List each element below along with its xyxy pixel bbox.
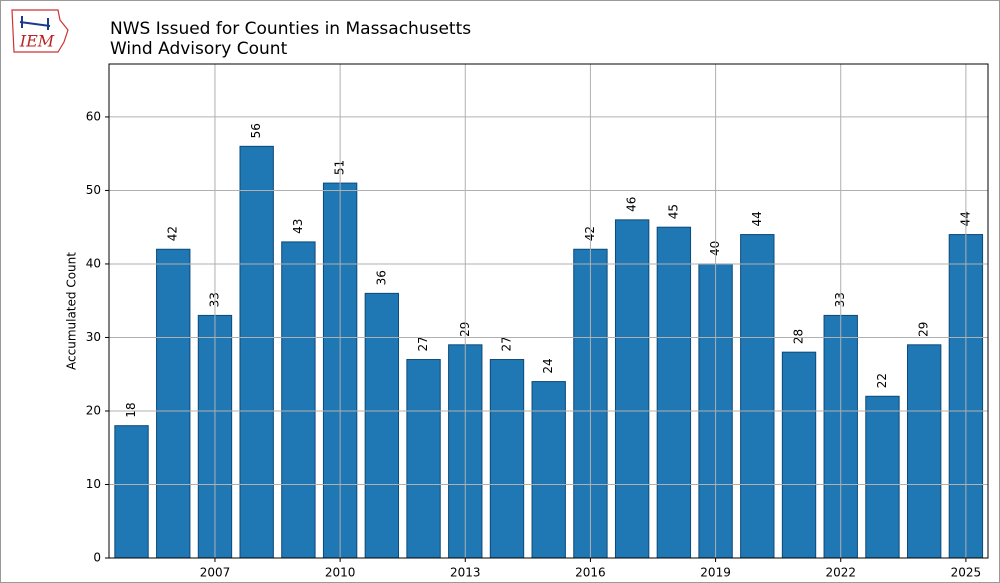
x-tick-label: 2007 [200, 566, 231, 580]
data-label: 27 [499, 336, 513, 351]
y-tick-label: 40 [86, 256, 101, 270]
chart-title: NWS Issued for Counties in Massachusetts [110, 19, 471, 39]
y-tick-label: 60 [86, 109, 101, 123]
bar [239, 145, 274, 559]
data-label: 24 [541, 358, 555, 373]
bar [531, 381, 566, 559]
bar [906, 344, 942, 559]
bar [740, 234, 775, 559]
bar [114, 425, 149, 559]
bar [156, 248, 191, 559]
y-tick-label: 20 [86, 403, 101, 417]
x-tick-label: 2013 [450, 566, 481, 580]
data-label: 29 [917, 322, 931, 337]
bar [614, 219, 650, 559]
y-tick-label: 10 [86, 477, 101, 491]
bar [364, 292, 400, 559]
data-label: 27 [416, 336, 430, 351]
x-tick-label: 2010 [325, 566, 356, 580]
y-tick-label: 0 [93, 551, 101, 565]
data-label: 22 [875, 373, 889, 388]
data-label: 43 [291, 219, 305, 234]
x-tick-label: 2025 [951, 566, 982, 580]
logo-text: IEM [19, 32, 55, 51]
data-label: 44 [750, 211, 764, 226]
x-tick-label: 2022 [825, 566, 856, 580]
y-axis-label: Accumulated Count [65, 252, 79, 370]
chart-subtitle: Wind Advisory Count [110, 39, 288, 59]
data-label: 46 [625, 197, 639, 212]
data-label: 42 [166, 226, 180, 241]
bar [281, 241, 316, 559]
data-label: 45 [666, 204, 680, 219]
data-label: 18 [124, 402, 138, 417]
x-tick-label: 2016 [575, 566, 606, 580]
x-tick-label: 2019 [700, 566, 731, 580]
data-label: 36 [374, 270, 388, 285]
bar [865, 395, 900, 559]
logo: IEM [11, 9, 69, 53]
data-label: 56 [249, 123, 263, 138]
data-label: 28 [792, 329, 806, 344]
bar [781, 351, 817, 559]
plot-frame [108, 63, 989, 559]
bar [489, 359, 525, 559]
bar [406, 359, 441, 559]
y-tick-label: 30 [86, 330, 101, 344]
bar [656, 226, 692, 559]
y-tick-label: 50 [86, 183, 101, 197]
